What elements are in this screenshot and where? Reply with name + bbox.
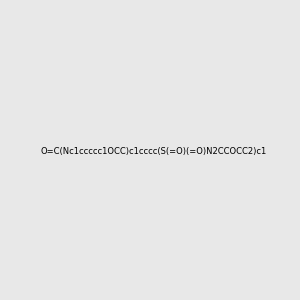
- Text: O=C(Nc1ccccc1OCC)c1cccc(S(=O)(=O)N2CCOCC2)c1: O=C(Nc1ccccc1OCC)c1cccc(S(=O)(=O)N2CCOCC…: [40, 147, 267, 156]
